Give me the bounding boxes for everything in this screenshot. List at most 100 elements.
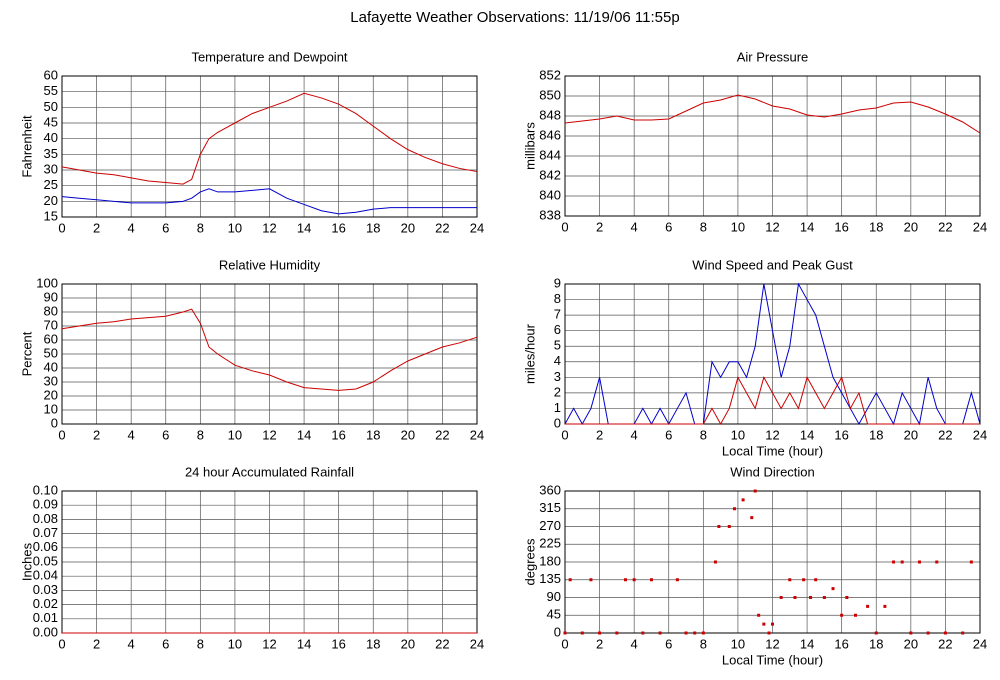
- x-tick-label: 24: [470, 220, 484, 235]
- point: [641, 631, 645, 635]
- x-tick-label: 12: [262, 636, 276, 651]
- y-tick-label: 838: [539, 207, 561, 222]
- point: [615, 631, 619, 635]
- x-tick-label: 20: [401, 427, 415, 442]
- x-tick-label: 0: [561, 427, 568, 442]
- point: [717, 525, 721, 528]
- y-tick-label: 15: [44, 208, 58, 223]
- y-tick-label: 40: [44, 130, 58, 145]
- x-tick-label: 10: [228, 427, 242, 442]
- x-tick-label: 6: [162, 427, 169, 442]
- chart-title: Temperature and Dewpoint: [191, 49, 347, 64]
- x-tick-label: 10: [228, 636, 242, 651]
- y-tick-label: 0.09: [33, 497, 58, 512]
- point: [840, 613, 844, 617]
- point: [713, 560, 717, 564]
- x-tick-label: 18: [869, 219, 883, 234]
- x-tick-label: 2: [596, 636, 603, 651]
- x-tick-label: 20: [904, 636, 918, 651]
- x-tick-label: 22: [435, 636, 449, 651]
- x-tick-label: 12: [262, 220, 276, 235]
- y-tick-label: 55: [44, 83, 58, 98]
- y-tick-label: 2: [554, 384, 561, 399]
- x-tick-label: 6: [665, 636, 672, 651]
- y-tick-label: 0: [51, 415, 58, 430]
- y-tick-label: 25: [44, 177, 58, 192]
- y-tick-label: 840: [539, 187, 561, 202]
- chart-title: Wind Speed and Peak Gust: [692, 257, 853, 272]
- x-tick-label: 8: [700, 219, 707, 234]
- x-tick-label: 18: [366, 220, 380, 235]
- x-tick-label: 10: [731, 636, 745, 651]
- y-tick-label: 60: [44, 67, 58, 82]
- point: [802, 578, 806, 582]
- series-line: [61, 308, 478, 391]
- point: [598, 631, 602, 635]
- point: [793, 596, 797, 599]
- y-axis-label: Inches: [19, 542, 34, 581]
- y-tick-label: 0.08: [33, 511, 58, 526]
- plot-frame: [564, 490, 981, 634]
- point: [917, 560, 921, 564]
- y-tick-label: 80: [44, 303, 58, 318]
- point: [649, 578, 653, 582]
- x-tick-label: 10: [228, 220, 242, 235]
- point: [909, 631, 913, 635]
- plot-frame: [61, 283, 478, 425]
- point: [750, 516, 754, 520]
- y-tick-label: 50: [44, 99, 58, 114]
- y-tick-label: 844: [539, 147, 561, 162]
- x-tick-label: 18: [366, 427, 380, 442]
- x-tick-label: 0: [58, 636, 65, 651]
- y-tick-label: 225: [539, 536, 561, 551]
- y-tick-label: 90: [44, 289, 58, 304]
- x-tick-label: 4: [128, 427, 135, 442]
- y-tick-label: 852: [539, 67, 561, 82]
- y-tick-label: 1: [554, 400, 561, 415]
- y-axis-label: miles/hour: [522, 323, 537, 384]
- y-tick-label: 0.00: [33, 624, 58, 639]
- y-tick-label: 10: [44, 401, 58, 416]
- plot-frame: [61, 75, 478, 218]
- point: [874, 631, 878, 635]
- x-tick-label: 14: [297, 427, 311, 442]
- y-tick-label: 5: [554, 338, 561, 353]
- x-tick-label: 2: [596, 219, 603, 234]
- x-tick-label: 12: [765, 219, 779, 234]
- point: [788, 578, 792, 582]
- x-tick-label: 16: [834, 636, 848, 651]
- x-tick-label: 18: [366, 636, 380, 651]
- point: [961, 631, 965, 635]
- y-tick-label: 0.02: [33, 596, 58, 611]
- y-tick-label: 70: [44, 317, 58, 332]
- x-tick-label: 20: [904, 427, 918, 442]
- x-tick-label: 18: [869, 427, 883, 442]
- y-tick-label: 0.05: [33, 553, 58, 568]
- y-tick-label: 846: [539, 127, 561, 142]
- point: [732, 507, 736, 511]
- y-tick-label: 20: [44, 193, 58, 208]
- x-tick-label: 6: [665, 219, 672, 234]
- x-tick-label: 8: [197, 427, 204, 442]
- y-tick-label: 315: [539, 500, 561, 515]
- x-tick-label: 2: [93, 427, 100, 442]
- x-tick-label: 12: [765, 427, 779, 442]
- x-tick-label: 2: [596, 427, 603, 442]
- point: [969, 560, 973, 564]
- point: [624, 578, 628, 582]
- x-tick-label: 22: [435, 427, 449, 442]
- chart-title: Air Pressure: [737, 49, 809, 64]
- y-tick-label: 0.01: [33, 610, 58, 625]
- x-tick-label: 24: [973, 427, 987, 442]
- point: [675, 578, 679, 582]
- x-tick-label: 22: [938, 636, 952, 651]
- y-tick-label: 3: [554, 369, 561, 384]
- x-tick-label: 18: [869, 636, 883, 651]
- y-tick-label: 0: [554, 415, 561, 430]
- point: [741, 498, 745, 502]
- y-tick-label: 30: [44, 161, 58, 176]
- series-line: [565, 376, 980, 426]
- plot-frame: [564, 75, 981, 217]
- y-tick-label: 8: [554, 291, 561, 306]
